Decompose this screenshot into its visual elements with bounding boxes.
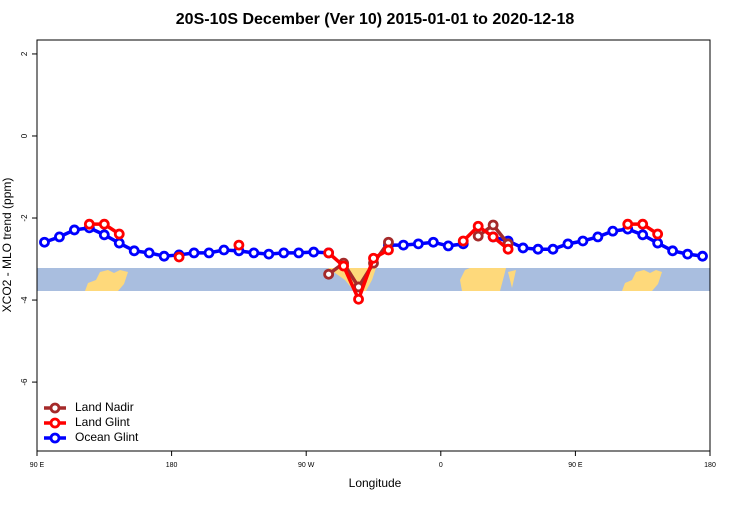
data-point (248, 247, 260, 259)
data-point (472, 220, 484, 232)
data-point (472, 230, 484, 242)
data-point (98, 218, 110, 230)
x-tick-label: 90 E (30, 462, 45, 469)
y-tick-label: -2 (20, 214, 29, 222)
data-point (54, 231, 65, 243)
data-point (487, 219, 499, 231)
data-point (113, 228, 125, 240)
data-point (383, 244, 394, 256)
chart-title: 20S-10S December (Ver 10) 2015-01-01 to … (176, 11, 575, 28)
data-point (637, 218, 649, 230)
data-point (143, 247, 155, 259)
data-point (607, 225, 619, 237)
data-point (532, 243, 544, 255)
data-point (39, 236, 50, 248)
data-point (667, 245, 679, 257)
data-point (113, 237, 125, 249)
data-point (652, 237, 664, 249)
plot-frame (36, 39, 711, 452)
data-point (592, 231, 604, 243)
x-tick-label: 180 (166, 462, 178, 469)
data-point (622, 218, 634, 230)
data-point (398, 239, 409, 251)
legend-marker (49, 417, 61, 429)
y-tick-label: -6 (20, 378, 29, 386)
data-point (562, 238, 574, 250)
data-point (338, 260, 349, 272)
legend-label: Ocean Glint (75, 430, 139, 444)
data-point (128, 245, 140, 257)
y-tick-label: 0 (20, 133, 29, 138)
land-shape (85, 270, 128, 291)
data-point (323, 247, 335, 259)
map-strip (37, 268, 710, 291)
y-tick-label: 2 (20, 51, 29, 56)
data-point (517, 242, 529, 254)
y-axis-label: XCO2 - MLO trend (ppm) (0, 178, 14, 313)
x-tick-label: 0 (439, 462, 443, 469)
x-tick-label: 180 (704, 462, 716, 469)
data-point (577, 235, 589, 247)
data-point (68, 224, 80, 236)
data-point (323, 268, 335, 280)
data-point (547, 243, 559, 255)
data-point (412, 238, 424, 250)
y-tick-label: -4 (20, 296, 29, 304)
data-point (293, 247, 305, 259)
data-point (203, 247, 215, 259)
data-point (353, 293, 364, 305)
data-point (278, 247, 290, 259)
data-point (502, 243, 514, 255)
data-point (218, 244, 230, 256)
data-point (308, 246, 320, 258)
legend-label: Land Nadir (75, 400, 134, 414)
x-axis-label: Longitude (349, 476, 402, 490)
legend-marker (49, 402, 61, 414)
data-point (457, 235, 469, 247)
x-tick-label: 90 E (568, 462, 583, 469)
data-point (368, 252, 379, 264)
data-point (263, 248, 275, 260)
land-shape (622, 270, 662, 291)
x-tick-label: 90 W (298, 462, 315, 469)
data-point (697, 250, 708, 262)
data-point (98, 229, 110, 241)
data-point (427, 236, 439, 248)
data-point (233, 239, 245, 251)
legend-marker (49, 432, 61, 444)
data-point (652, 228, 664, 240)
data-point (188, 247, 200, 259)
data-point (637, 229, 649, 241)
data-point (158, 250, 170, 262)
data-point (487, 231, 499, 243)
data-point (173, 251, 185, 263)
data-point (83, 218, 95, 230)
data-point (682, 248, 693, 260)
land-shape (460, 268, 516, 291)
data-point (442, 240, 454, 252)
legend-label: Land Glint (75, 415, 130, 429)
ocean-strip (37, 268, 710, 291)
